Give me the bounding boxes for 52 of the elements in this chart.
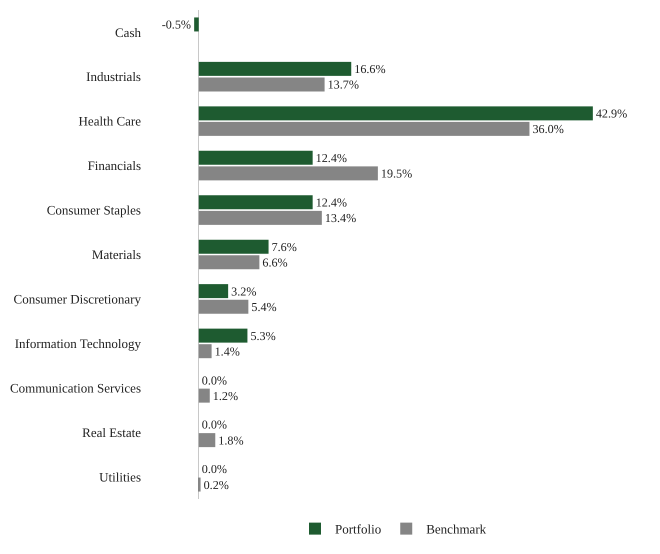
y-tick-label: Utilities [99, 469, 141, 484]
legend-label: Portfolio [335, 522, 382, 537]
y-tick-label: Financials [88, 158, 141, 174]
y-tick-label: Materials [92, 247, 141, 262]
bar [198, 166, 378, 180]
bar [198, 388, 210, 403]
data-label: 12.4% [316, 151, 347, 166]
y-tick-label: Real Estate [82, 424, 142, 440]
bar [198, 122, 530, 136]
bar [194, 17, 199, 32]
bar [198, 77, 325, 92]
data-label: 7.6% [272, 240, 297, 254]
bar [198, 195, 313, 210]
data-label: 19.5% [380, 166, 412, 181]
data-label: 0.0% [202, 373, 228, 388]
data-label: 13.4% [324, 211, 356, 226]
bar [198, 478, 201, 492]
data-label: 13.7% [328, 78, 359, 92]
data-label: 0.2% [204, 478, 229, 492]
y-tick-label: Information Technology [14, 336, 142, 351]
bar [198, 255, 260, 270]
y-tick-label: Industrials [86, 69, 141, 84]
data-label: 16.6% [354, 62, 386, 76]
y-tick-label: Health Care [78, 114, 142, 129]
bar [198, 240, 269, 254]
y-tick-label: Consumer Staples [46, 202, 141, 218]
data-label: 1.8% [218, 433, 244, 448]
y-tick-label: Communication Services [10, 380, 141, 396]
data-label: 36.0% [532, 122, 564, 136]
bar [198, 106, 593, 120]
legend-label: Benchmark [426, 522, 487, 537]
data-label: -0.5% [162, 18, 191, 32]
data-label: 42.9% [596, 106, 628, 121]
data-label: 12.4% [316, 195, 348, 210]
y-tick-label: Consumer Discretionary [14, 292, 142, 306]
bar [198, 210, 322, 225]
data-label: 1.4% [214, 344, 240, 358]
bar [198, 328, 248, 343]
bar [198, 344, 212, 358]
data-label: 5.3% [250, 328, 276, 343]
bar [198, 284, 228, 298]
data-label: 0.0% [202, 418, 228, 432]
data-label: 6.6% [262, 255, 288, 270]
bar [198, 150, 313, 165]
data-label: 5.4% [251, 300, 277, 314]
y-tick-label: Cash [115, 24, 142, 40]
bar [198, 62, 352, 76]
bar [198, 300, 248, 314]
data-label: 1.2% [212, 388, 238, 403]
data-label: 0.0% [202, 462, 228, 476]
data-label: 3.2% [231, 284, 256, 298]
bar [198, 433, 216, 448]
